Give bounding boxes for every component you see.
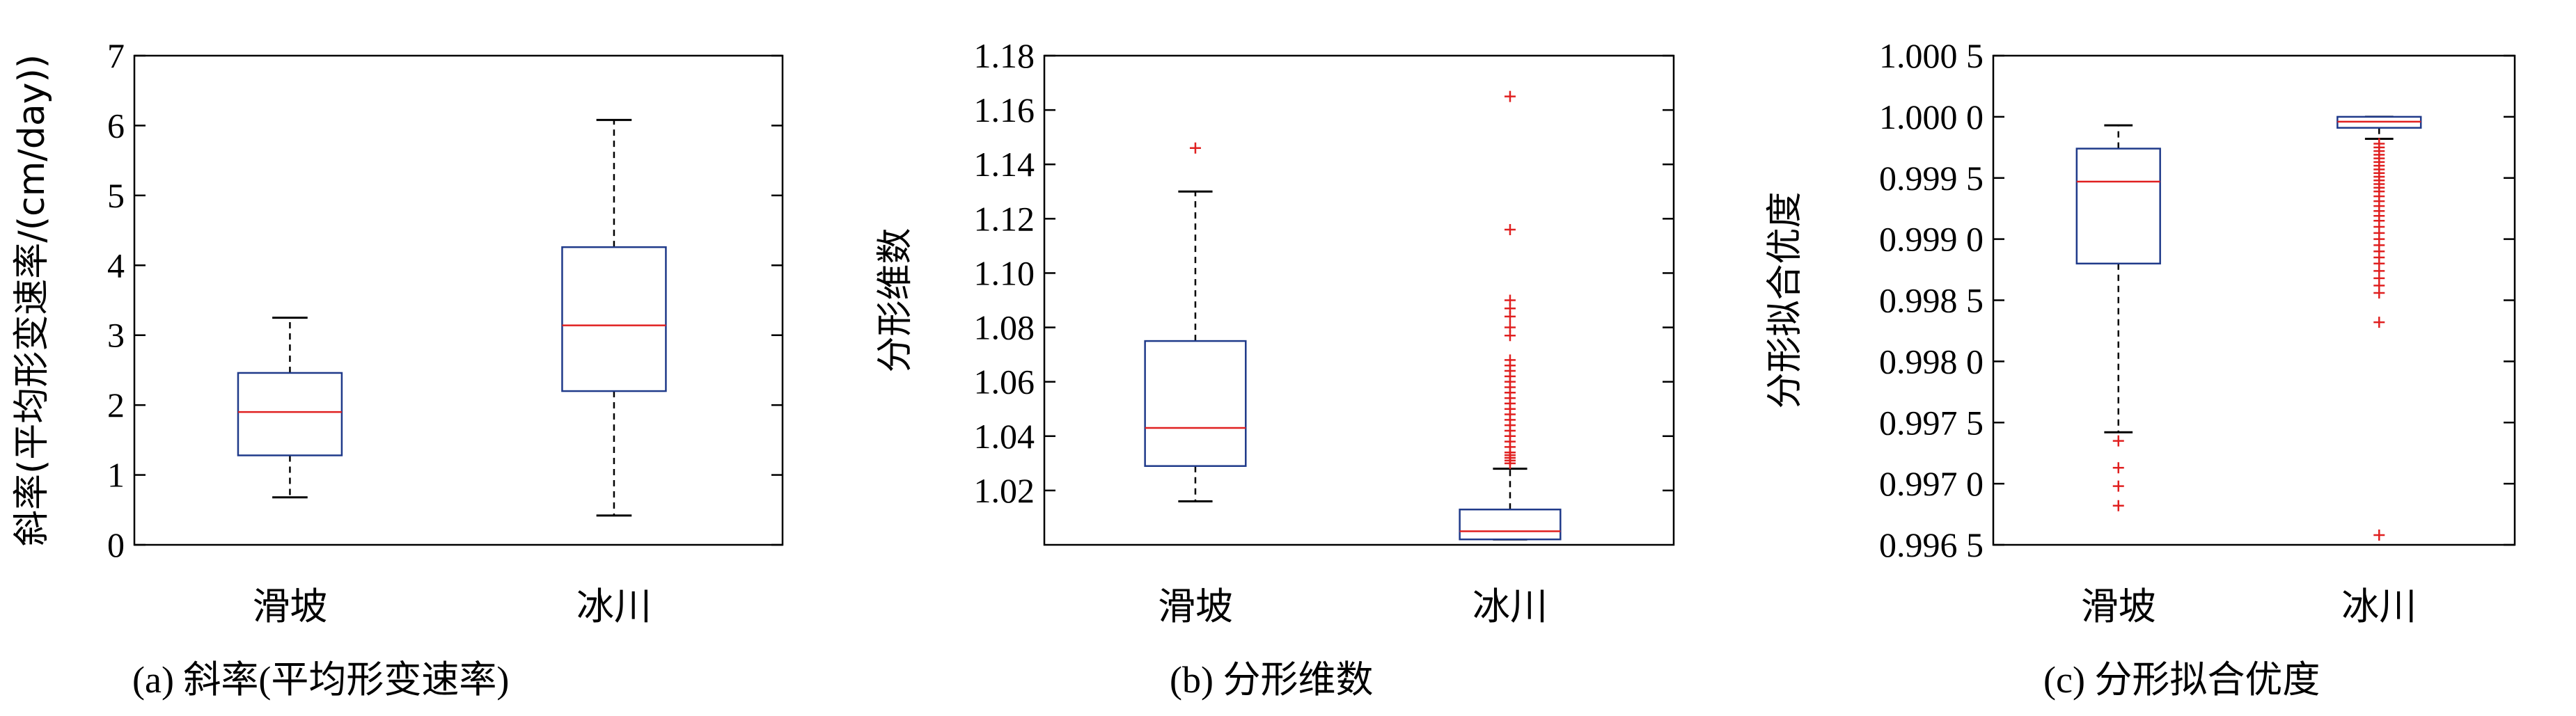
y-tick-label: 1.000 0	[1879, 97, 1984, 136]
box-0	[1144, 142, 1247, 503]
y-axis-ticks: 0 1 2 3 4 5 6 7	[107, 36, 783, 564]
outlier-marker	[2112, 462, 2124, 474]
y-tick-label: 0.998 5	[1879, 281, 1984, 320]
outlier-marker	[1504, 457, 1516, 469]
y-tick-label: 1.18	[974, 36, 1035, 75]
y-tick-label: 1.12	[974, 199, 1035, 238]
panel-caption: (c) 分形拟合优度	[2043, 659, 2320, 701]
y-tick-label: 0.998 0	[1879, 342, 1984, 381]
y-axis-ticks: 0.996 5 0.997 0 0.997 5 0.998 0 0.998 5 0.999…	[1879, 36, 2515, 564]
box-1	[561, 118, 667, 517]
y-tick-label: 1.10	[974, 253, 1035, 292]
y-tick-label: 1	[107, 456, 125, 495]
box-1	[1459, 90, 1562, 541]
y-tick-label: 0.999 5	[1879, 159, 1984, 198]
plot-frame	[1992, 54, 2516, 546]
y-axis-ticks: 1.02 1.04 1.06 1.08 1.10 1.12 1.14 1.16 1.18	[974, 36, 1674, 510]
y-tick-label: 1.02	[974, 471, 1035, 510]
iqr-box	[1459, 508, 1562, 541]
outlier-marker	[2373, 317, 2385, 328]
panel-b: 1.02 1.04 1.06 1.08 1.10 1.12 1.14 1.16 1.18 分形维…	[874, 36, 1675, 701]
y-tick-label: 1.14	[974, 145, 1035, 184]
category-label: 滑坡	[1158, 584, 1233, 628]
y-axis-label: 分形维数	[874, 228, 916, 372]
outlier-marker	[2112, 480, 2124, 492]
category-label: 冰川	[2341, 584, 2417, 628]
y-tick-label: 0	[107, 525, 125, 564]
y-tick-label: 1.04	[974, 417, 1035, 456]
y-tick-label: 1.16	[974, 90, 1035, 129]
outlier-marker	[1504, 330, 1516, 342]
category-label: 冰川	[1472, 584, 1548, 628]
outlier-marker	[1504, 310, 1516, 322]
panel-c: 0.996 5 0.997 0 0.997 5 0.998 0 0.998 5 0.999…	[1764, 36, 2516, 701]
y-tick-label: 5	[107, 176, 125, 215]
plot-frame	[1043, 54, 1675, 546]
outlier-marker	[1189, 142, 1201, 154]
box-0	[2075, 124, 2161, 511]
box-plots	[2075, 116, 2422, 541]
y-tick-label: 2	[107, 385, 125, 424]
panel-a: 0 1 2 3 4 5 6 7 斜率(平均形变速率/(cm/day)) 滑坡 冰川 (a) 斜…	[11, 36, 784, 701]
category-label: 冰川	[576, 584, 652, 628]
y-tick-label: 4	[107, 246, 125, 285]
y-tick-label: 0.999 0	[1879, 220, 1984, 259]
y-axis-label: 分形拟合优度	[1764, 191, 1806, 408]
box-0	[237, 317, 343, 499]
panel-caption: (b) 分形维数	[1170, 659, 1373, 701]
y-tick-label: 1.08	[974, 308, 1035, 347]
plot-frame	[133, 54, 784, 546]
panel-caption: (a) 斜率(平均形变速率)	[132, 659, 509, 701]
y-tick-label: 3	[107, 316, 125, 355]
y-tick-label: 0.997 0	[1879, 464, 1984, 503]
y-tick-label: 0.997 5	[1879, 403, 1984, 442]
y-tick-label: 0.996 5	[1879, 525, 1984, 564]
y-tick-label: 1.06	[974, 363, 1035, 401]
y-tick-label: 6	[107, 106, 125, 145]
outlier-marker	[2373, 287, 2385, 299]
outlier-marker	[1504, 223, 1516, 235]
category-label: 滑坡	[252, 584, 327, 628]
box-plots	[237, 118, 667, 517]
outlier-marker	[2112, 500, 2124, 511]
y-tick-label: 1.000 5	[1879, 36, 1984, 75]
category-label: 滑坡	[2081, 584, 2156, 628]
iqr-box	[2075, 148, 2161, 265]
iqr-box	[1144, 340, 1247, 467]
box-1	[2337, 116, 2422, 541]
outlier-marker	[2373, 529, 2385, 541]
box-plots	[1144, 90, 1562, 541]
iqr-box	[561, 246, 667, 392]
outlier-marker	[2112, 435, 2124, 447]
y-tick-label: 7	[107, 36, 125, 75]
iqr-box	[237, 372, 343, 456]
outlier-marker	[1504, 90, 1516, 102]
y-axis-label: 斜率(平均形变速率/(cm/day))	[11, 54, 53, 546]
